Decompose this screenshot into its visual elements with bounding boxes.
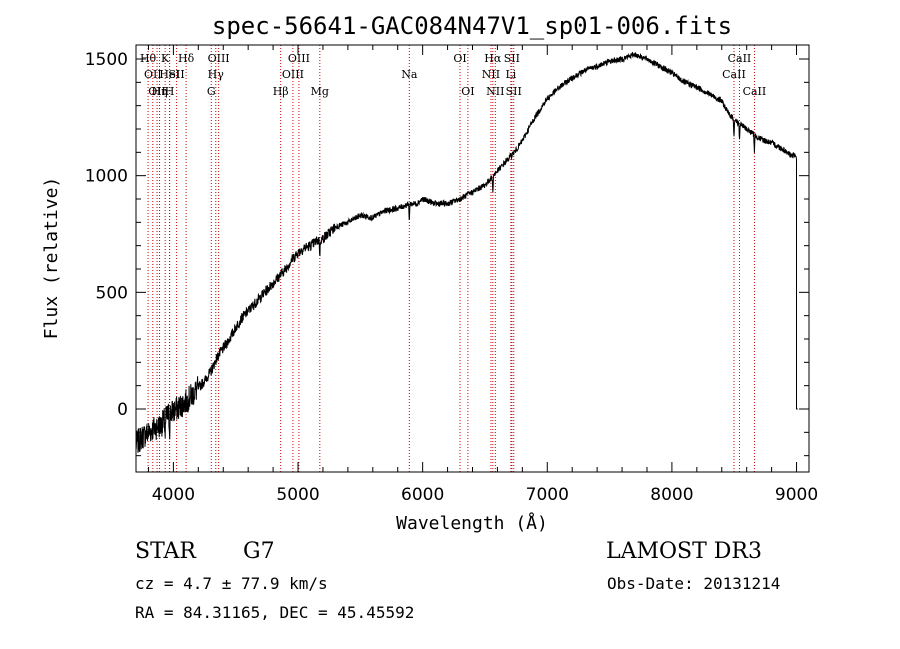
line-label-5: H	[165, 85, 175, 98]
y-tick-label-1: 500	[96, 283, 128, 303]
line-label-23: SII	[504, 52, 520, 65]
chart-title: spec-56641-GAC084N47V1_sp01-006.fits	[212, 12, 732, 40]
line-label-25: CaII	[722, 68, 746, 81]
x-axis-ticks: 4000 5000 6000 7000 8000 9000	[147, 45, 818, 505]
line-label-15: Mg	[311, 85, 329, 98]
line-label-0: Hθ	[140, 52, 157, 65]
line-label-26: CaII	[728, 52, 752, 65]
x-axis-label: Wavelength (Å)	[396, 512, 548, 534]
line-label-22: Li	[505, 68, 516, 81]
emission-line-markers	[147, 45, 755, 472]
line-label-19: NII	[482, 68, 500, 81]
line-label-14: OIII	[288, 52, 310, 65]
line-label-12: Hβ	[273, 85, 289, 98]
line-label-2: OII	[148, 85, 166, 98]
line-label-13: OIII	[282, 68, 304, 81]
spectrum-trace	[135, 52, 798, 453]
x-tick-label-5: 9000	[775, 485, 818, 505]
line-label-1: OII	[144, 68, 162, 81]
line-label-10: Hγ	[208, 68, 225, 81]
x-tick-label-1: 5000	[276, 485, 319, 505]
line-label-8: Hδ	[178, 52, 195, 65]
line-label-24: SII	[506, 85, 522, 98]
y-tick-label-0: 0	[117, 400, 128, 420]
line-label-7: SII	[169, 68, 185, 81]
line-label-6: HeI	[159, 68, 179, 81]
y-axis-ticks: 0 500 1000 1500	[85, 50, 809, 457]
emission-line-labels: HθOIIOIIHηKHHeISIIHδGHγOIIIHβOIIIOIIIMgN…	[140, 52, 766, 98]
y-axis-label: Flux (relative)	[41, 177, 62, 340]
object-class: STAR	[135, 539, 196, 564]
y-tick-label-3: 1500	[85, 50, 128, 70]
x-tick-label-2: 6000	[401, 485, 444, 505]
line-label-9: G	[207, 85, 216, 98]
line-label-16: Na	[401, 68, 418, 81]
line-label-11: OIII	[208, 52, 230, 65]
line-label-20: Hα	[484, 52, 502, 65]
plot-frame	[135, 44, 810, 473]
object-subclass: G7	[243, 539, 275, 564]
line-label-21: NII	[486, 85, 504, 98]
line-label-3: Hη	[151, 85, 167, 98]
coordinates: RA = 84.31165, DEC = 45.45592	[135, 603, 415, 622]
line-label-27: CaII	[743, 85, 767, 98]
observation-date: Obs-Date: 20131214	[607, 574, 781, 593]
x-tick-label-4: 8000	[650, 485, 693, 505]
survey-name: LAMOST DR3	[606, 539, 762, 564]
line-label-4: K	[161, 52, 170, 65]
redshift-value: cz = 4.7 ± 77.9 km/s	[135, 574, 328, 593]
line-label-17: OI	[453, 52, 466, 65]
line-label-18: OI	[461, 85, 474, 98]
y-tick-label-2: 1000	[85, 167, 128, 187]
x-tick-label-3: 7000	[526, 485, 569, 505]
x-tick-label-0: 4000	[152, 485, 195, 505]
spectrum-layer	[135, 52, 798, 453]
